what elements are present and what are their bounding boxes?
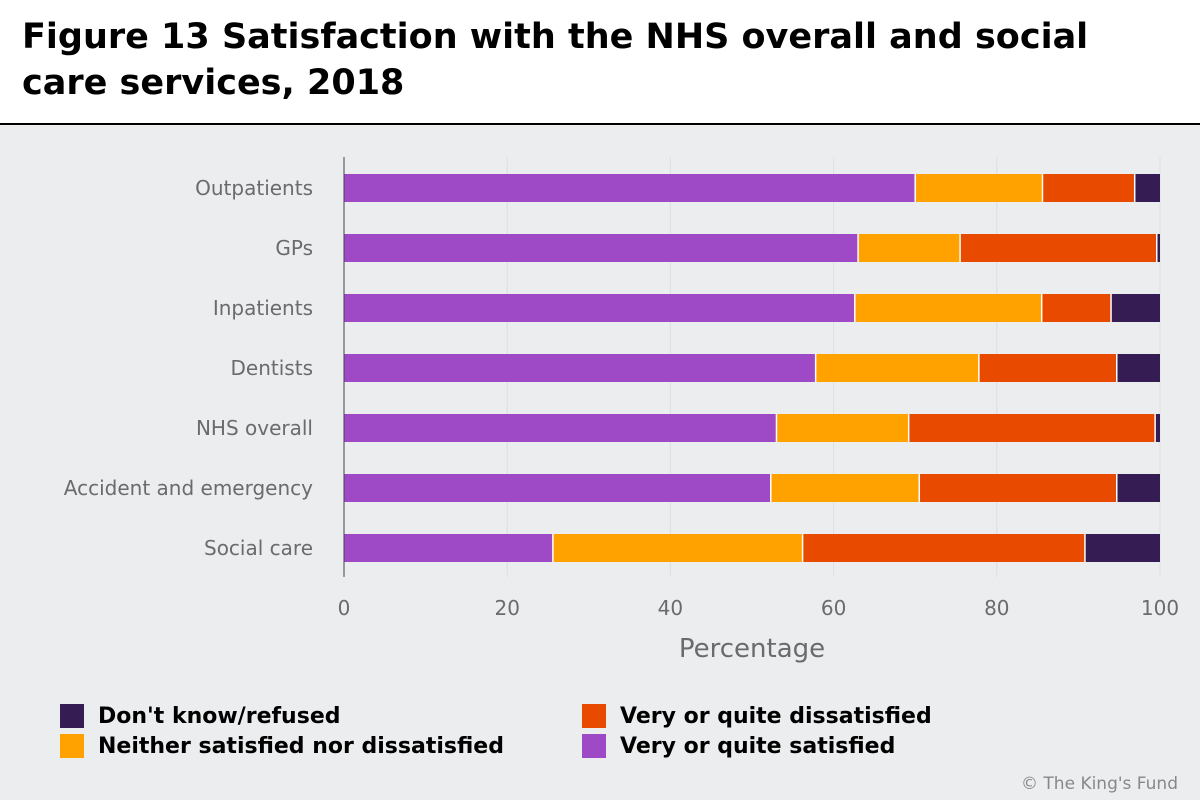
legend-item-dont-know: Don't know/refused [60,702,340,730]
category-label: GPs [275,236,313,260]
bar-segment: Inpatients — Very or quite dissatisfied:… [1041,294,1112,322]
legend-item-neither: Neither satisfied nor dissatisfied [60,732,504,760]
x-tick-label: 0 [338,596,351,620]
bar-segment: Outpatients — Don't know/refused: 3.1% [1134,174,1160,202]
bar-segment: Dentists — Very or quite satisfied: 57.8… [344,354,816,382]
legend-swatch [60,734,84,758]
bar-segment: GPs — Very or quite dissatisfied: 24.1% [960,234,1157,262]
x-tick-label: 40 [658,596,683,620]
category-label: Outpatients [195,176,313,200]
legend-label: Don't know/refused [98,703,341,729]
x-tick-label: 80 [984,596,1009,620]
category-label: NHS overall [196,416,313,440]
bar-segment: Accident and emergency — Very or quite s… [344,474,771,502]
chart-panel: Outpatients — Very or quite satisfied: 7… [0,125,1200,800]
bar-segment: Inpatients — Neither satisfied nor dissa… [854,294,1042,322]
bar-segment: GPs — Neither satisfied nor dissatisfied… [858,234,961,262]
bar-segment: Dentists — Don't know/refused: 5.3% [1116,354,1160,382]
category-label: Accident and emergency [64,476,313,500]
bar-segment: Outpatients — Very or quite dissatisfied… [1042,174,1135,202]
bar-segment: Accident and emergency — Neither satisfi… [770,474,920,502]
category-label: Dentists [231,356,313,380]
legend-swatch [582,734,606,758]
bar-segment: Outpatients — Very or quite satisfied: 7… [344,174,916,202]
bar-segment: Inpatients — Don't know/refused: 6% [1111,294,1160,322]
title-divider [0,123,1200,125]
legend-label: Very or quite satisfied [620,733,896,759]
bar-segment: Inpatients — Very or quite satisfied: 62… [344,294,855,322]
bar-segment: Outpatients — Neither satisfied nor diss… [915,174,1043,202]
legend-item-satisfied: Very or quite satisfied [582,732,895,760]
legend-label: Very or quite dissatisfied [620,703,932,729]
bar-segment: NHS overall — Don't know/refused: 0.6% [1155,414,1160,442]
legend-swatch [582,704,606,728]
bar-segment: Social care — Very or quite dissatisfied… [802,534,1085,562]
x-axis-title: Percentage [679,634,825,664]
bar-segment: Social care — Very or quite satisfied: 2… [344,534,553,562]
bar-segment: NHS overall — Very or quite satisfied: 5… [344,414,777,442]
bar-segment: Social care — Don't know/refused: 9.2% [1084,534,1160,562]
x-tick-label: 20 [494,596,519,620]
bar-segment: GPs — Don't know/refused: 0.4% [1156,234,1160,262]
bar-segment: GPs — Very or quite satisfied: 63% [344,234,859,262]
bar-segment: NHS overall — Very or quite dissatisfied… [908,414,1156,442]
legend-item-dissatisfied: Very or quite dissatisfied [582,702,932,730]
x-tick-label: 100 [1141,596,1179,620]
bar-segment: Accident and emergency — Very or quite d… [919,474,1117,502]
stacked-bar-chart: Outpatients — Very or quite satisfied: 7… [64,157,1179,664]
category-label: Inpatients [213,296,313,320]
chart-title: Figure 13 Satisfaction with the NHS over… [22,17,1089,103]
legend-label: Neither satisfied nor dissatisfied [98,733,504,759]
bar-segment: Dentists — Very or quite dissatisfied: 1… [978,354,1117,382]
copyright-notice: © The King's Fund [1021,774,1178,794]
legend-swatch [60,704,84,728]
bar-segment: Dentists — Neither satisfied nor dissati… [815,354,979,382]
bar-segment: Accident and emergency — Don't know/refu… [1116,474,1160,502]
bar-segment: Social care — Neither satisfied nor diss… [552,534,803,562]
category-label: Social care [204,536,313,560]
x-tick-label: 60 [821,596,846,620]
bar-segment: NHS overall — Neither satisfied nor diss… [776,414,909,442]
